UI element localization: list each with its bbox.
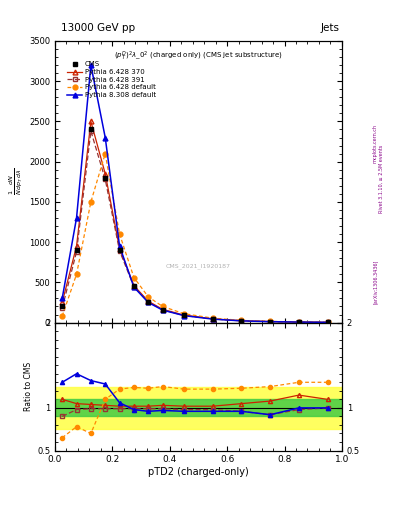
CMS	[297, 319, 301, 325]
Pythia 6.428 370	[103, 170, 108, 177]
Pythia 6.428 391	[103, 176, 108, 182]
Pythia 6.428 default	[325, 319, 330, 325]
Pythia 6.428 391	[182, 312, 187, 318]
Pythia 6.428 391	[325, 319, 330, 326]
Pythia 6.428 391	[146, 298, 151, 305]
Pythia 6.428 370	[325, 319, 330, 326]
CMS	[132, 283, 136, 289]
Y-axis label: Ratio to CMS: Ratio to CMS	[24, 362, 33, 411]
Pythia 6.428 391	[239, 318, 244, 324]
Pythia 6.428 370	[74, 243, 79, 249]
Pythia 6.428 370	[146, 298, 151, 304]
Pythia 6.428 391	[211, 316, 215, 322]
Pythia 6.428 default	[182, 311, 187, 317]
Pythia 6.428 default	[74, 271, 79, 278]
Pythia 6.428 370	[117, 245, 122, 251]
Line: Pythia 6.428 370: Pythia 6.428 370	[60, 119, 330, 325]
Pythia 6.428 370	[239, 317, 244, 324]
Pythia 8.308 default	[297, 319, 301, 325]
Pythia 8.308 default	[160, 307, 165, 313]
Pythia 8.308 default	[103, 135, 108, 141]
Line: CMS: CMS	[60, 127, 330, 325]
Pythia 6.428 391	[60, 305, 64, 311]
Text: Jets: Jets	[321, 23, 340, 33]
Line: Pythia 6.428 391: Pythia 6.428 391	[60, 129, 330, 325]
Pythia 6.428 370	[297, 319, 301, 325]
Pythia 6.428 370	[132, 283, 136, 289]
Pythia 8.308 default	[74, 215, 79, 221]
CMS	[88, 126, 93, 133]
Pythia 6.428 default	[88, 199, 93, 205]
CMS	[211, 316, 215, 322]
Pythia 6.428 370	[160, 306, 165, 312]
Pythia 6.428 391	[268, 318, 273, 325]
Y-axis label: $\frac{1}{N}\frac{dN}{dp_T\,d\lambda}$: $\frac{1}{N}\frac{dN}{dp_T\,d\lambda}$	[7, 168, 25, 196]
X-axis label: pTD2 (charged-only): pTD2 (charged-only)	[148, 467, 249, 477]
Pythia 8.308 default	[268, 318, 273, 325]
Pythia 6.428 default	[297, 319, 301, 325]
CMS	[117, 247, 122, 253]
Pythia 6.428 391	[117, 248, 122, 254]
Pythia 6.428 default	[60, 313, 64, 319]
Pythia 8.308 default	[60, 295, 64, 302]
Pythia 8.308 default	[325, 319, 330, 326]
Pythia 6.428 default	[146, 294, 151, 300]
Text: [arXiv:1306.3436]: [arXiv:1306.3436]	[373, 260, 378, 304]
Text: $(p_T^D)^2\lambda\_0^2$ (charged only) (CMS jet substructure): $(p_T^D)^2\lambda\_0^2$ (charged only) (…	[114, 50, 283, 62]
Pythia 6.428 default	[103, 151, 108, 157]
Pythia 6.428 370	[60, 300, 64, 306]
Legend: CMS, Pythia 6.428 370, Pythia 6.428 391, Pythia 6.428 default, Pythia 8.308 defa: CMS, Pythia 6.428 370, Pythia 6.428 391,…	[64, 58, 159, 101]
CMS	[60, 304, 64, 310]
Pythia 6.428 391	[74, 249, 79, 255]
Text: 13000 GeV pp: 13000 GeV pp	[61, 23, 135, 33]
Pythia 6.428 370	[88, 118, 93, 124]
Pythia 8.308 default	[117, 243, 122, 249]
Pythia 6.428 default	[117, 231, 122, 237]
CMS	[146, 298, 151, 305]
Pythia 8.308 default	[211, 316, 215, 322]
Pythia 8.308 default	[182, 312, 187, 318]
CMS	[103, 175, 108, 181]
Pythia 6.428 default	[211, 315, 215, 321]
Pythia 6.428 370	[182, 312, 187, 318]
Pythia 6.428 default	[132, 274, 136, 281]
CMS	[182, 312, 187, 318]
CMS	[268, 318, 273, 325]
CMS	[160, 307, 165, 313]
Pythia 8.308 default	[132, 284, 136, 290]
Pythia 6.428 391	[160, 307, 165, 313]
Pythia 6.428 391	[132, 284, 136, 290]
Pythia 8.308 default	[88, 62, 93, 68]
Pythia 6.428 default	[268, 318, 273, 325]
Pythia 8.308 default	[146, 300, 151, 306]
CMS	[239, 318, 244, 324]
Text: mcplots.cern.ch: mcplots.cern.ch	[373, 124, 378, 163]
Pythia 8.308 default	[239, 318, 244, 324]
Pythia 6.428 391	[88, 128, 93, 134]
Pythia 6.428 default	[160, 304, 165, 310]
CMS	[325, 319, 330, 326]
Line: Pythia 6.428 default: Pythia 6.428 default	[60, 151, 330, 325]
Pythia 6.428 default	[239, 317, 244, 324]
Text: CMS_2021_I1920187: CMS_2021_I1920187	[166, 263, 231, 269]
CMS	[74, 247, 79, 253]
Text: Rivet 3.1.10, ≥ 2.5M events: Rivet 3.1.10, ≥ 2.5M events	[379, 145, 384, 214]
Pythia 6.428 370	[268, 318, 273, 325]
Pythia 6.428 370	[211, 316, 215, 322]
Pythia 6.428 391	[297, 319, 301, 325]
Line: Pythia 8.308 default: Pythia 8.308 default	[60, 62, 330, 325]
